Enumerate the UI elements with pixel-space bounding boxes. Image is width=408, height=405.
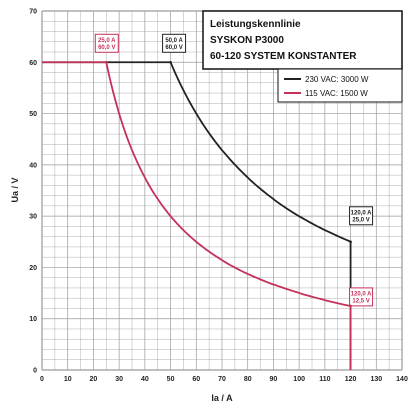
- annotation-text: 25,0 V: [352, 217, 369, 223]
- x-tick-label: 40: [141, 376, 149, 383]
- y-axis-label: Ua / V: [10, 177, 20, 202]
- y-tick-label: 0: [33, 368, 37, 375]
- grid-lines: [41, 10, 403, 371]
- x-tick-label: 100: [293, 376, 305, 383]
- x-tick-label: 50: [167, 376, 175, 383]
- annotation-box: [349, 206, 374, 226]
- annotation-text: 60,0 V: [165, 45, 182, 51]
- x-tick-label: 60: [192, 376, 200, 383]
- x-tick-label: 140: [396, 376, 408, 383]
- annotation-text: 12,5 V: [352, 298, 369, 304]
- annotation-box: [94, 33, 119, 53]
- x-tick-label: 70: [218, 376, 226, 383]
- legend-entry-230: 230 VAC: 3000 W: [305, 75, 369, 84]
- chart-title-line-3: 60-120 SYSTEM KONSTANTER: [210, 51, 357, 62]
- x-tick-label: 120: [345, 376, 357, 383]
- title-box: Leistungskennlinie SYSKON P3000 60-120 S…: [202, 10, 403, 70]
- x-axis-ticks: 0 10 20 30 40 50 60 70 80 90 100 110 120 130 140: [40, 376, 408, 383]
- series-lines: [42, 61, 352, 370]
- legend-entry-115: 115 VAC: 1500 W: [305, 89, 368, 98]
- annotation-point: [349, 304, 352, 308]
- x-tick-label: 130: [370, 376, 382, 383]
- y-tick-label: 60: [29, 60, 37, 67]
- annotation-25a-60v: 25,0 A60,0 V: [94, 33, 119, 64]
- annotation-text: 120,0 A: [351, 210, 372, 216]
- annotation-120a-12_5v: 120,0 A12,5 V: [349, 287, 374, 308]
- y-tick-label: 50: [29, 111, 37, 118]
- y-tick-label: 20: [29, 265, 37, 272]
- annotation-box: [162, 33, 187, 53]
- annotation-text: 60,0 V: [98, 45, 115, 51]
- annotation-text: 25,0 A: [98, 38, 116, 44]
- x-tick-label: 10: [64, 376, 72, 383]
- annotation-box: [349, 287, 374, 307]
- x-tick-label: 0: [40, 376, 44, 383]
- y-tick-label: 40: [29, 162, 37, 169]
- annotation-120a-25v: 120,0 A25,0 V: [349, 206, 374, 244]
- x-tick-label: 20: [90, 376, 98, 383]
- annotation-text: 120,0 A: [351, 291, 372, 297]
- y-axis-ticks: 0 10 20 30 40 50 60 70: [29, 9, 37, 375]
- legend: 230 VAC: 3000 W 115 VAC: 1500 W: [277, 68, 403, 103]
- x-tick-label: 30: [115, 376, 123, 383]
- chart-title-line-2: SYSKON P3000: [210, 35, 284, 46]
- y-tick-label: 10: [29, 316, 37, 323]
- y-tick-label: 30: [29, 214, 37, 221]
- x-tick-label: 80: [244, 376, 252, 383]
- annotation-50a-60v: 50,0 A60,0 V: [162, 33, 187, 64]
- annotation-text: 50,0 A: [165, 38, 183, 44]
- annotation-point: [104, 60, 108, 64]
- series-line-230: [42, 61, 352, 370]
- series-line-115: [42, 61, 352, 370]
- chart-title-line-1: Leistungskennlinie: [210, 19, 301, 30]
- annotation-point: [169, 60, 172, 64]
- annotation-point: [349, 240, 352, 244]
- x-axis-label: Ia / A: [211, 393, 233, 403]
- x-tick-label: 110: [319, 376, 330, 383]
- x-tick-label: 90: [270, 376, 278, 383]
- y-tick-label: 70: [29, 9, 37, 16]
